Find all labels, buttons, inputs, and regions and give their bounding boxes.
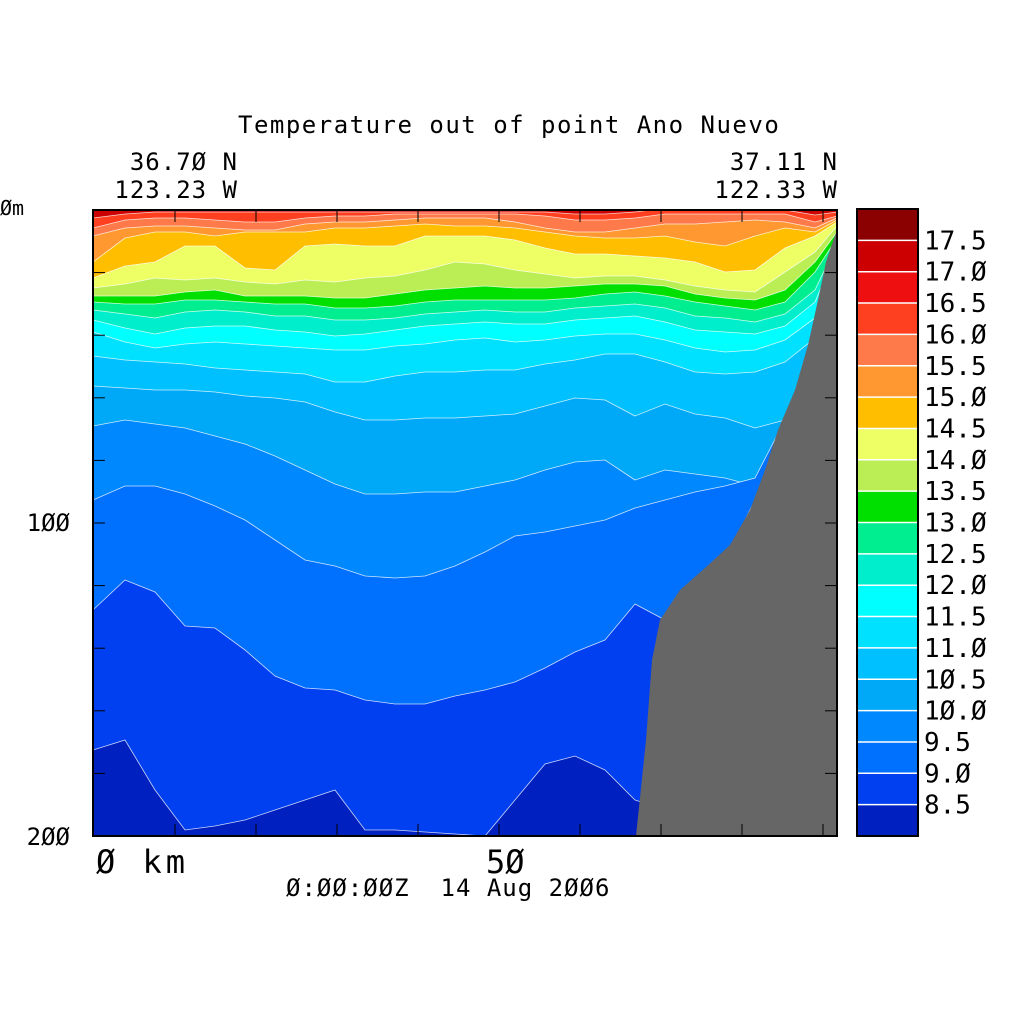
colorbar-swatch (857, 647, 918, 680)
colorbar-label: 11.5 (924, 603, 987, 633)
colorbar-swatch (857, 209, 918, 241)
colorbar-label: 15.5 (924, 352, 987, 382)
colorbar-swatch (857, 804, 918, 837)
x-tick-label-0: Ø km (96, 843, 190, 881)
colorbar-label: 16.Ø (924, 320, 987, 350)
end-longitude: 122.33 W (714, 176, 838, 204)
y-tick-label-0: Øm (0, 196, 25, 220)
colorbar-swatch (857, 491, 918, 523)
x-tick-label-50: 5Ø (486, 843, 525, 881)
colorbar-swatch (857, 553, 918, 586)
colorbar-swatch (857, 303, 918, 335)
colorbar: 17.517.Ø16.516.Ø15.515.Ø14.514.Ø13.513.Ø… (856, 208, 987, 837)
colorbar-swatch (857, 271, 918, 304)
colorbar-label: 16.5 (924, 289, 987, 319)
colorbar-label: 14.Ø (924, 446, 987, 476)
colorbar-label: 12.Ø (924, 571, 987, 601)
colorbar-label: 17.5 (924, 226, 987, 256)
timestamp: Ø:ØØ:ØØZ 14 Aug 2ØØ6 (286, 874, 611, 902)
colorbar-swatch (857, 459, 918, 492)
start-latitude: 36.7Ø N (129, 148, 238, 176)
y-tick-label-100: 1ØØ (26, 509, 70, 537)
colorbar-label: 17.Ø (924, 258, 987, 288)
colorbar-label: 13.Ø (924, 509, 987, 539)
colorbar-swatch (857, 710, 918, 743)
colorbar-label: 9.Ø (924, 759, 971, 789)
colorbar-label: 14.5 (924, 414, 987, 444)
colorbar-swatch (857, 679, 918, 712)
colorbar-swatch (857, 365, 918, 398)
chart-title: Temperature out of point Ano Nuevo (238, 111, 781, 139)
colorbar-swatch (857, 397, 918, 429)
bathymetry (636, 230, 837, 836)
colorbar-label: 8.5 (924, 791, 971, 821)
colorbar-label: 11.Ø (924, 634, 987, 664)
colorbar-swatch (857, 616, 918, 649)
colorbar-label: 13.5 (924, 477, 987, 507)
colorbar-swatch (857, 522, 918, 555)
end-latitude: 37.11 N (729, 148, 838, 176)
colorbar-label: 1Ø.5 (924, 665, 987, 695)
colorbar-swatch (857, 741, 918, 774)
colorbar-label: 12.5 (924, 540, 987, 570)
colorbar-swatch (857, 334, 918, 367)
plot-frame (92, 209, 838, 837)
colorbar-label: 15.Ø (924, 383, 987, 413)
seafloor-shape (636, 230, 837, 836)
y-tick-label-200: 2ØØ (26, 823, 70, 851)
colorbar-label: 1Ø.Ø (924, 697, 987, 727)
colorbar-label: 9.5 (924, 728, 971, 758)
colorbar-swatch (857, 773, 918, 806)
start-longitude: 123.23 W (114, 176, 238, 204)
colorbar-swatch (857, 585, 918, 618)
colorbar-swatch (857, 428, 918, 461)
colorbar-border (856, 208, 919, 837)
colorbar-swatch (857, 240, 918, 273)
